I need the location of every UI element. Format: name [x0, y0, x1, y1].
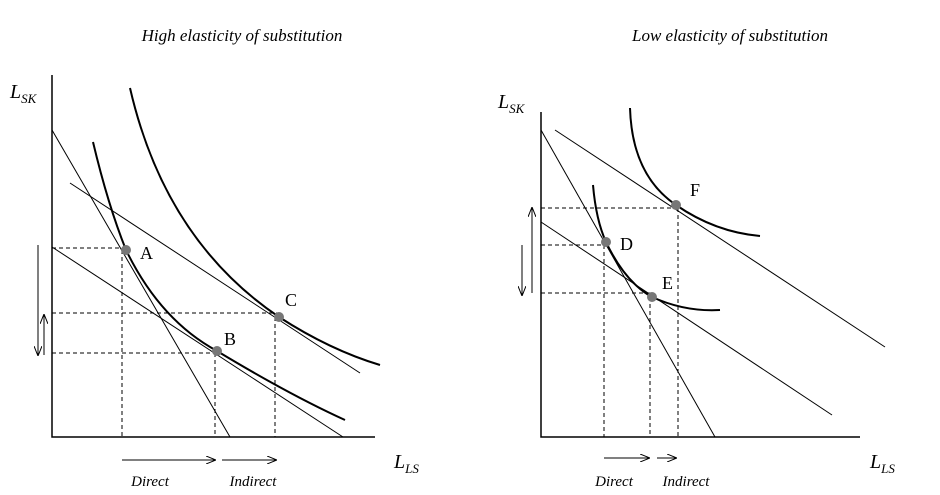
x-axis-main: L	[869, 451, 881, 473]
dashed-guide	[52, 312, 277, 437]
panel-title: High elasticity of substitution	[141, 26, 343, 45]
y-axis-main: L	[497, 91, 509, 113]
isoquant	[92, 141, 346, 421]
panel-title: Low elasticity of substitution	[631, 26, 828, 45]
point-label: A	[140, 243, 153, 263]
point-label: D	[620, 234, 633, 254]
budget-line	[69, 182, 361, 374]
point-label: E	[662, 273, 673, 293]
dashed-guide	[541, 207, 679, 437]
x-axis-main: L	[393, 451, 405, 473]
arrow-label: Direct	[130, 474, 170, 490]
y-axis-label: LSK	[9, 81, 38, 106]
budget-line	[540, 129, 716, 438]
point-label: C	[285, 290, 297, 310]
arrow-label: Indirect	[229, 474, 278, 490]
left-panel: High elasticity of substitution LSK LLS …	[9, 26, 419, 490]
x-axis-sub: LS	[404, 461, 419, 476]
dashed-guide	[541, 292, 651, 437]
arrow-label: Indirect	[662, 474, 711, 490]
point	[212, 346, 222, 356]
arrow-label: Direct	[594, 474, 634, 490]
point-label: F	[690, 180, 700, 200]
point	[121, 245, 131, 255]
dashed-guide	[52, 352, 216, 437]
axes	[51, 75, 375, 438]
point	[274, 312, 284, 322]
x-axis-sub: LS	[880, 461, 895, 476]
right-panel: Low elasticity of substitution LSK LLS D…	[497, 26, 895, 490]
isoquant	[592, 184, 721, 312]
y-axis-sub: SK	[21, 91, 38, 106]
isoquant	[629, 107, 761, 237]
budget-line	[554, 129, 886, 348]
budget-line	[51, 129, 231, 438]
isoquant	[129, 87, 381, 366]
axes	[540, 112, 860, 438]
x-axis-label: LLS	[869, 451, 895, 476]
budget-line	[540, 221, 833, 416]
point	[647, 292, 657, 302]
y-axis-main: L	[9, 81, 21, 103]
dashed-guide	[541, 244, 605, 437]
dashed-guide	[52, 247, 124, 437]
y-axis-sub: SK	[509, 101, 526, 116]
point-label: B	[224, 329, 236, 349]
budget-line	[51, 246, 344, 438]
y-axis-label: LSK	[497, 91, 526, 116]
x-axis-label: LLS	[393, 451, 419, 476]
point	[671, 200, 681, 210]
point	[601, 237, 611, 247]
